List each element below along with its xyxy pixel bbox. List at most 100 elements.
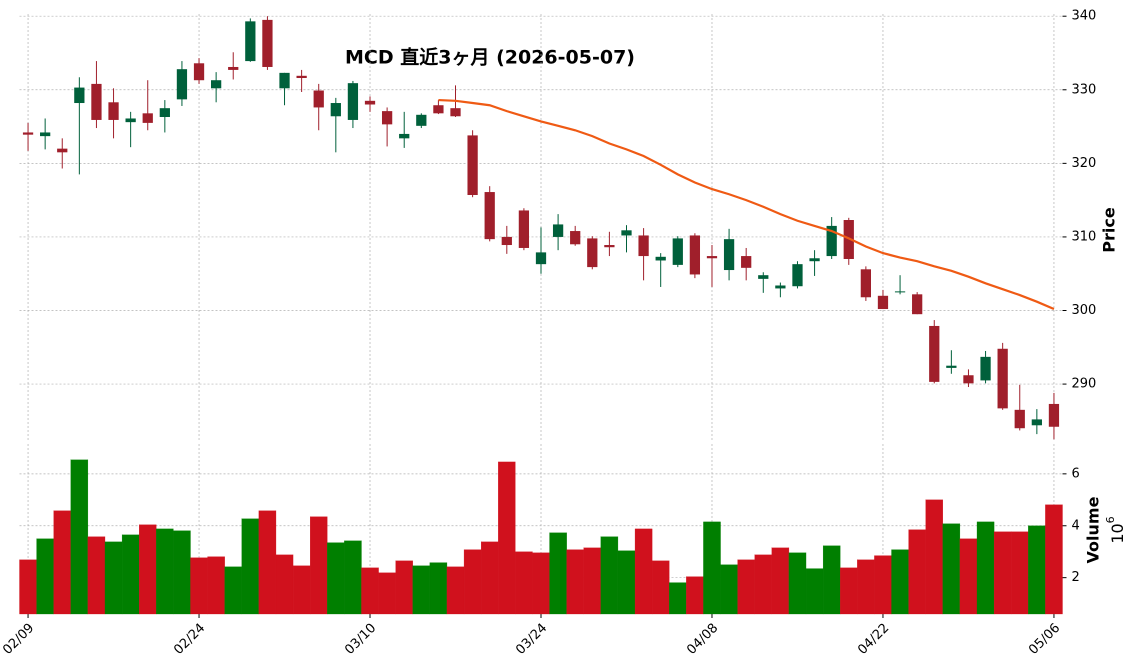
volume-bar [378, 572, 396, 615]
candle-body [604, 245, 615, 248]
x-tick-label: 02/24 [171, 621, 208, 658]
volume-bar [754, 554, 772, 615]
volume-bar [190, 557, 208, 615]
candle-body [416, 114, 427, 126]
candle-body [245, 21, 256, 62]
candle-body [501, 236, 512, 246]
volume-bar [258, 510, 277, 615]
candle-body [330, 103, 341, 117]
volume-bar [942, 523, 961, 615]
volume-scale-base: 10 [1108, 523, 1127, 543]
volume-bar [1028, 525, 1046, 615]
y-tick-label: 310 [1072, 229, 1097, 244]
candle-body [706, 256, 718, 259]
volume-bar [822, 545, 841, 615]
volume-bar [156, 528, 174, 615]
candle-body [809, 258, 820, 262]
volume-tick-label: 4 [1072, 518, 1080, 533]
candle-body [467, 135, 478, 195]
volume-bar [566, 549, 584, 615]
moving-average-line [438, 98, 1055, 311]
candle-body [22, 132, 34, 135]
volume-bar [583, 547, 601, 615]
price-axis-label: Price [1100, 207, 1119, 253]
candle-body [570, 231, 581, 245]
candle-body [621, 230, 632, 236]
volume-bar [70, 459, 89, 615]
volume-bar [310, 516, 328, 615]
volume-bar [617, 550, 636, 615]
volume-bar [121, 534, 140, 615]
x-tick-label: 03/24 [513, 621, 550, 658]
volume-bar [446, 566, 465, 615]
chart-title: MCD 直近3ヶ月 (2026-05-07) [345, 46, 635, 69]
candle-body [228, 66, 239, 70]
volume-bar [532, 552, 550, 615]
volume-bar [549, 532, 567, 615]
candle-body [262, 19, 273, 67]
candle-body [912, 294, 923, 315]
volume-bar [139, 524, 157, 615]
volume-scale-exponent: 6 [1104, 516, 1117, 523]
candle-body [1014, 409, 1025, 429]
candle-body [792, 264, 803, 287]
candle-body [929, 325, 940, 382]
candle-body [894, 291, 906, 293]
volume-bar [241, 518, 260, 615]
volume-bar [669, 582, 687, 615]
candle-body [57, 148, 68, 153]
volume-bar [515, 551, 533, 615]
volume-bar [908, 529, 926, 615]
volume-tick-label: 6 [1072, 466, 1080, 481]
volume-bar [703, 521, 721, 615]
candle-body [142, 113, 153, 123]
volume-bar [976, 521, 995, 615]
candle-body [193, 63, 205, 81]
volume-tick-label: 2 [1072, 570, 1080, 585]
volume-bar [412, 565, 431, 615]
y-tick-label: 300 [1072, 303, 1097, 318]
volume-axis-label: Volume [1084, 496, 1103, 563]
candle-body [655, 256, 666, 261]
volume-bar [874, 555, 892, 615]
candle-body [1048, 403, 1060, 427]
x-tick-label: 04/22 [855, 621, 892, 658]
volume-bar [53, 510, 71, 615]
candle-body [775, 285, 786, 289]
volume-bar [788, 552, 807, 615]
candle-body [741, 256, 752, 268]
volume-bar [327, 542, 345, 615]
candle-body [91, 83, 102, 120]
volume-bar [600, 536, 619, 615]
volume-bar [292, 565, 311, 615]
volume-bar [361, 567, 379, 615]
candle-body [980, 356, 991, 381]
candle-body [672, 238, 683, 265]
volume-bar [173, 530, 191, 615]
candle-body [1031, 419, 1042, 426]
x-tick-label: 05/06 [1026, 621, 1063, 658]
y-tick-label: 330 [1072, 82, 1097, 97]
candle-body [689, 235, 701, 275]
volume-bar [805, 568, 824, 615]
volume-bar [1045, 504, 1063, 615]
candle-body [723, 239, 735, 271]
candle-body [364, 100, 376, 105]
volume-bar [840, 567, 858, 615]
volume-bar [207, 556, 225, 615]
volume-bar [959, 538, 978, 615]
volume-bar [344, 540, 362, 615]
volume-bar [395, 560, 413, 615]
candle-body [381, 111, 393, 125]
candle-body [877, 295, 889, 310]
candle-body [450, 108, 461, 117]
y-tick-label: 340 [1072, 9, 1097, 24]
volume-bar [429, 562, 448, 615]
volume-bar [481, 541, 499, 615]
volume-bar [275, 554, 294, 615]
y-tick-label: 320 [1072, 156, 1097, 171]
candle-body [74, 87, 85, 104]
volume-bar [686, 576, 704, 615]
volume-bar [1011, 531, 1029, 615]
